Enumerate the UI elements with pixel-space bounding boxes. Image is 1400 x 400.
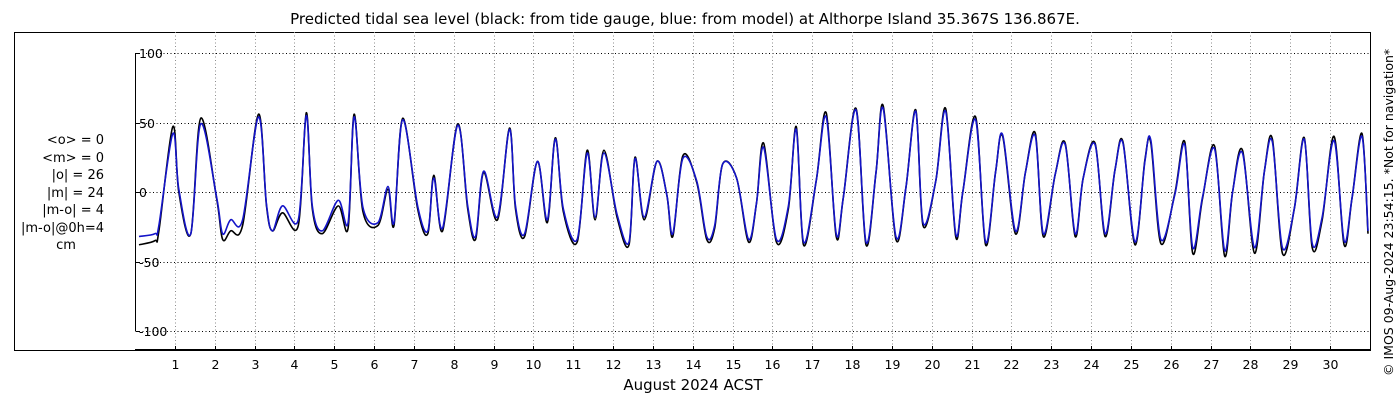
x-tick-label: 19 bbox=[885, 357, 901, 372]
x-tick-label: 3 bbox=[252, 357, 260, 372]
y-tick-label: 50 bbox=[139, 116, 155, 131]
plot-frame bbox=[14, 32, 1371, 351]
stat-mean-observed: <o> = 0 bbox=[46, 133, 104, 148]
x-tick-label: 7 bbox=[411, 357, 419, 372]
x-tick-label: 9 bbox=[491, 357, 499, 372]
x-tick-label: 22 bbox=[1004, 357, 1020, 372]
x-tick-label: 28 bbox=[1243, 357, 1259, 372]
x-tick-label: 27 bbox=[1204, 357, 1220, 372]
x-tick-label: 11 bbox=[566, 357, 582, 372]
axes bbox=[135, 53, 1370, 350]
x-tick-label: 24 bbox=[1084, 357, 1100, 372]
x-tick-label: 5 bbox=[331, 357, 339, 372]
x-tick-label: 15 bbox=[726, 357, 742, 372]
x-tick-label: 23 bbox=[1044, 357, 1060, 372]
x-tick-label: 1 bbox=[172, 357, 180, 372]
x-tick-label: 30 bbox=[1323, 357, 1339, 372]
series-line-tide-gauge bbox=[138, 103, 1369, 258]
x-tick-label: 16 bbox=[765, 357, 781, 372]
grid bbox=[135, 32, 1370, 350]
series-line-model bbox=[138, 106, 1369, 252]
x-tick-label: 6 bbox=[371, 357, 379, 372]
y-tick-label: -50 bbox=[139, 255, 159, 270]
chart-title: Predicted tidal sea level (black: from t… bbox=[290, 10, 1080, 28]
x-tick-label: 20 bbox=[925, 357, 941, 372]
x-tick-label: 26 bbox=[1164, 357, 1180, 372]
stat-abs-observed: |o| = 26 bbox=[51, 168, 104, 183]
x-tick-label: 21 bbox=[965, 357, 981, 372]
stat-abs-difference: |m-o| = 4 bbox=[42, 203, 104, 218]
stat-unit: cm bbox=[56, 238, 76, 253]
x-tick-label: 2 bbox=[212, 357, 220, 372]
x-tick-label: 8 bbox=[451, 357, 459, 372]
x-tick-label: 4 bbox=[291, 357, 299, 372]
x-tick-label: 13 bbox=[646, 357, 662, 372]
stat-abs-difference-0h: |m-o|@0h=4 bbox=[21, 220, 104, 236]
y-tick-label: 100 bbox=[139, 46, 163, 61]
x-tick-label: 14 bbox=[686, 357, 702, 372]
x-tick-label: 25 bbox=[1124, 357, 1140, 372]
statistics-panel: <o> = 0 <m> = 0 |o| = 26 |m| = 24 |m-o| … bbox=[14, 132, 104, 255]
y-tick-label: -100 bbox=[139, 324, 167, 339]
x-tick-label: 17 bbox=[805, 357, 821, 372]
stat-mean-model: <m> = 0 bbox=[42, 150, 104, 166]
series-group bbox=[138, 103, 1369, 258]
x-tick-label: 18 bbox=[845, 357, 861, 372]
x-tick-label: 12 bbox=[606, 357, 622, 372]
x-tick-label: 10 bbox=[526, 357, 542, 372]
x-tick-label: 29 bbox=[1283, 357, 1299, 372]
stat-abs-model: |m| = 24 bbox=[46, 185, 104, 201]
y-tick-label: 0 bbox=[139, 185, 147, 200]
x-axis-label: August 2024 ACST bbox=[623, 376, 763, 394]
